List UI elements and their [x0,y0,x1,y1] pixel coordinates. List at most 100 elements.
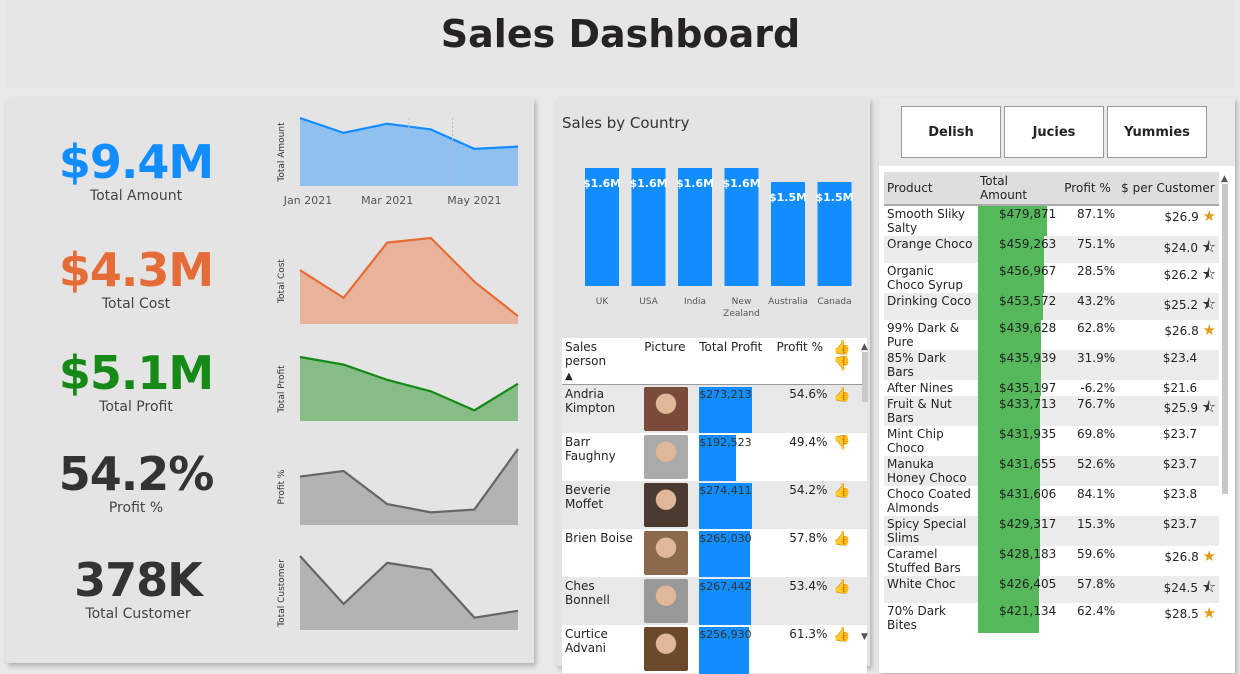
per-customer-cell: $26.2 ⯪ [1118,263,1219,293]
product-scrollbar[interactable]: ▲ [1221,174,1229,504]
avatar [644,435,688,479]
thumbs-up-icon: 👍 [833,340,850,356]
scroll-down-icon[interactable]: ▼ [861,632,868,642]
star-half-icon: ⯪ [1202,295,1216,313]
header-total-amount[interactable]: Total Amount [977,172,1061,205]
per-customer-value: $23.7 [1163,427,1197,441]
sparkline-customer[interactable]: Total Customer [264,550,524,634]
header-picture[interactable]: Picture [641,338,696,385]
profit-value: $267,442 [699,580,752,593]
kpi-total-amount[interactable]: $9.4M Total Amount [16,136,256,204]
profit-value: $273,213 [699,388,752,401]
profit-pct-value: -6.2% [1061,380,1118,396]
per-customer-value: $26.9 [1164,210,1198,224]
per-customer-value: $25.2 [1164,298,1198,312]
profit-bar-cell: $273,213 [696,385,773,434]
profit-pct-value: 57.8% [773,529,830,577]
kpi-total-profit[interactable]: $5.1M Total Profit [16,347,256,415]
amount-cell: $431,606 [977,486,1061,516]
amount-cell: $439,628 [977,320,1061,350]
amount-cell: $429,317 [977,516,1061,546]
salesperson-name: Beverie Moffet [562,481,641,529]
header-per-customer[interactable]: $ per Customer [1118,172,1219,205]
salesperson-scrollbar[interactable]: ▲ ▼ [861,342,869,642]
sparkline-profit-pct[interactable]: Profit % [264,443,524,529]
product-name: Manuka Honey Choco [884,456,977,486]
per-customer-cell: $21.6 [1118,380,1219,396]
sparkline-cost[interactable]: Total Cost [264,232,524,328]
slicer-button-delish[interactable]: Delish [901,106,1001,158]
profit-pct-value: 28.5% [1061,263,1118,293]
star-half-icon: ⯪ [1202,398,1216,416]
kpi-label: Total Cost [16,296,256,312]
scroll-up-icon[interactable]: ▲ [861,342,869,352]
per-customer-cell: $24.0 ⯪ [1118,236,1219,263]
kpi-value: 54.2% [16,448,256,500]
header-sales-person[interactable]: Sales person▲ [562,338,641,385]
amount-value: $429,317 [980,517,1058,531]
profit-pct-value: 49.4% [773,433,830,481]
slicer-button-yummies[interactable]: Yummies [1107,106,1207,158]
product-name: Smooth Sliky Salty [884,205,977,236]
amount-cell: $433,713 [977,396,1061,426]
header-profit-pct[interactable]: Profit % [773,338,830,385]
sparkline-profit[interactable]: Total Profit [264,351,524,425]
category-tick-label: India [684,297,706,307]
scroll-thumb[interactable] [862,352,868,402]
per-customer-cell: $25.9 ⯪ [1118,396,1219,426]
per-customer-cell: $23.8 [1118,486,1219,516]
slicer-button-jucies[interactable]: Jucies [1004,106,1104,158]
table-row[interactable]: After Nines$435,197-6.2%$21.6 [884,380,1219,396]
category-tick-label: New [732,297,752,307]
kpi-total-cost[interactable]: $4.3M Total Cost [16,244,256,312]
scroll-thumb[interactable] [1222,184,1228,494]
kpi-total-customer[interactable]: 378K Total Customer [18,554,258,622]
amount-value: $433,713 [980,397,1058,411]
profit-value: $265,030 [699,532,752,545]
kpi-label: Total Customer [18,606,258,622]
salesperson-name: Ches Bonnell [562,577,641,625]
sales-by-country-chart[interactable]: $1.6MUK$1.6MUSA$1.6MIndia$1.6MNewZealand… [557,158,870,330]
product-name: Fruit & Nut Bars [884,396,977,426]
bar-data-label: $1.5M [769,191,807,204]
kpi-profit-pct[interactable]: 54.2% Profit % [16,448,256,516]
header-product[interactable]: Product [884,172,977,205]
header-profit-pct[interactable]: Profit % [1061,172,1118,205]
per-customer-value: $26.2 [1164,268,1198,282]
scroll-up-icon[interactable]: ▲ [1221,174,1229,184]
thumbs-up-icon: 👍 [833,579,850,595]
amount-cell: $435,197 [977,380,1061,396]
picture-cell [641,433,696,481]
picture-cell [641,481,696,529]
product-name: Caramel Stuffed Bars [884,546,977,576]
page-title: Sales Dashboard [6,0,1235,56]
category-tick-label: Australia [768,297,808,307]
category-tick-label: UK [596,297,610,307]
salesperson-name: Brien Boise [562,529,641,577]
per-customer-value: $26.8 [1164,550,1198,564]
header-total-profit[interactable]: Total Profit [696,338,773,385]
per-customer-cell: $28.5 ★ [1118,603,1219,633]
profit-pct-value: 62.4% [1061,603,1118,633]
